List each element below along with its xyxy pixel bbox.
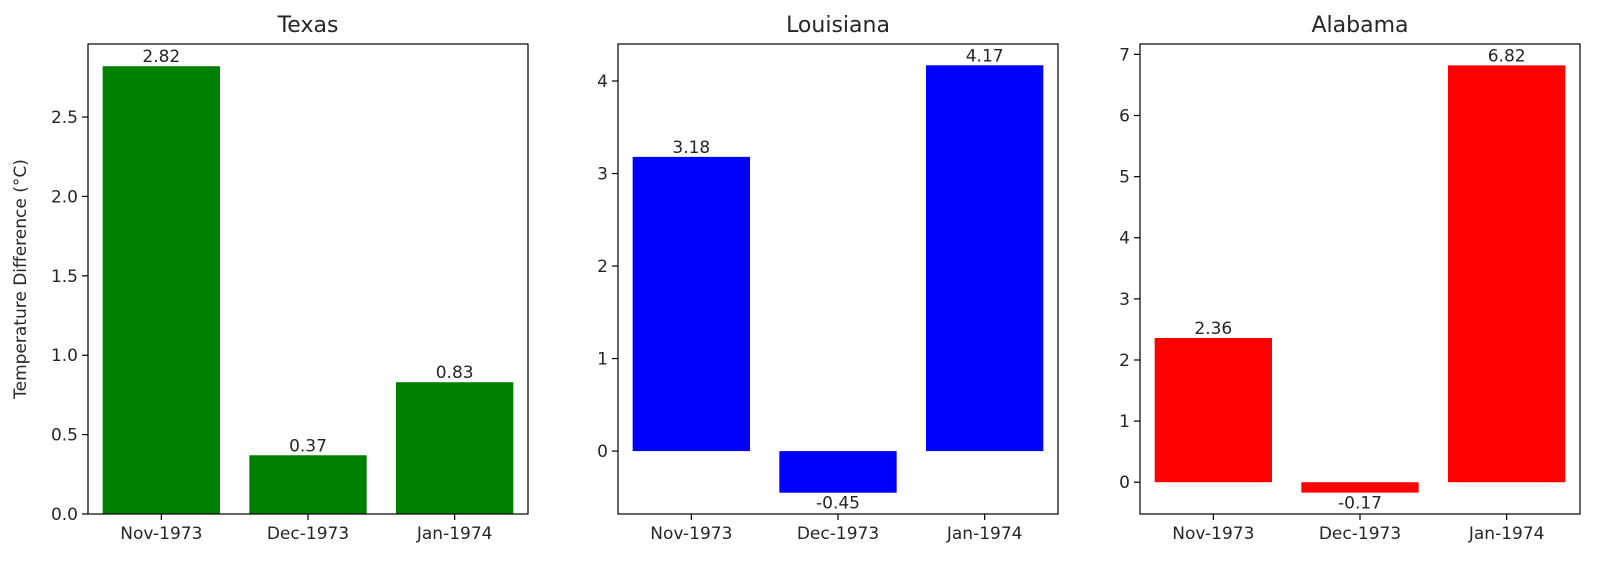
y-tick-label: 1 — [1119, 412, 1130, 432]
bar-value-label: 6.82 — [1488, 46, 1526, 66]
bar — [249, 455, 367, 514]
panel-title: Texas — [277, 13, 339, 38]
x-tick-label: Jan-1974 — [1468, 524, 1545, 544]
y-tick-label: 2.5 — [51, 108, 78, 128]
y-tick-label: 2.0 — [51, 187, 78, 207]
x-tick-label: Nov-1973 — [650, 524, 732, 544]
x-tick-label: Jan-1974 — [946, 524, 1023, 544]
x-tick-label: Dec-1973 — [267, 524, 349, 544]
plot-frame — [1139, 43, 1581, 515]
y-tick-label: 0.0 — [51, 505, 78, 525]
y-tick-label: 1 — [597, 350, 608, 370]
panel-title: Louisiana — [786, 13, 890, 38]
x-tick-label: Dec-1973 — [797, 524, 879, 544]
bar-value-label: 2.36 — [1194, 319, 1232, 339]
bar-value-label: 3.18 — [672, 138, 710, 158]
y-tick-label: 0 — [597, 442, 608, 462]
bar — [396, 382, 514, 514]
panel-title: Alabama — [1311, 13, 1408, 38]
bar-value-label: -0.45 — [816, 494, 860, 514]
y-tick-label: 0.5 — [51, 426, 78, 446]
y-tick-label: 2 — [597, 257, 608, 277]
bar — [926, 65, 1044, 452]
y-tick-label: 3 — [597, 165, 608, 185]
y-tick-label: 1.0 — [51, 346, 78, 366]
y-tick-label: 7 — [1119, 45, 1130, 65]
panel-texas: Texas 2.82 0.37 0.83 0.0 0.5 1.0 1.5 2.0 2.5 No… — [11, 13, 529, 544]
x-tick-label: Jan-1974 — [416, 524, 493, 544]
x-tick-label: Dec-1973 — [1319, 524, 1401, 544]
x-tick-label: Nov-1973 — [1172, 524, 1254, 544]
bar — [102, 66, 220, 514]
y-tick-label: 5 — [1119, 168, 1130, 188]
y-tick-label: 6 — [1119, 107, 1130, 127]
bar — [779, 451, 897, 493]
bar — [632, 156, 750, 452]
bar-value-label: 4.17 — [966, 46, 1004, 66]
plot-frame — [617, 43, 1059, 515]
y-tick-label: 0 — [1119, 473, 1130, 493]
bar — [1448, 65, 1566, 483]
bar-value-label: 2.82 — [142, 47, 180, 67]
y-axis-label: Temperature Difference (°C) — [11, 159, 31, 400]
y-tick-label: 4 — [597, 72, 608, 92]
y-tick-label: 1.5 — [51, 267, 78, 287]
bar — [1154, 337, 1272, 483]
x-tick-label: Nov-1973 — [120, 524, 202, 544]
panel-alabama: Alabama 2.36 -0.17 6.82 0 1 2 3 4 5 6 7 Nov-1973 D… — [1119, 13, 1581, 544]
y-tick-label: 4 — [1119, 229, 1130, 249]
y-tick-label: 2 — [1119, 351, 1130, 371]
y-tick-label: 3 — [1119, 290, 1130, 310]
bar-value-label: 0.83 — [436, 363, 474, 383]
bar-value-label: -0.17 — [1338, 494, 1382, 514]
bar-value-label: 0.37 — [289, 436, 327, 456]
bar — [1301, 482, 1419, 493]
panel-louisiana: Louisiana 3.18 -0.45 4.17 0 1 2 3 4 Nov-1973 De… — [597, 13, 1059, 544]
plot-frame — [87, 43, 529, 515]
